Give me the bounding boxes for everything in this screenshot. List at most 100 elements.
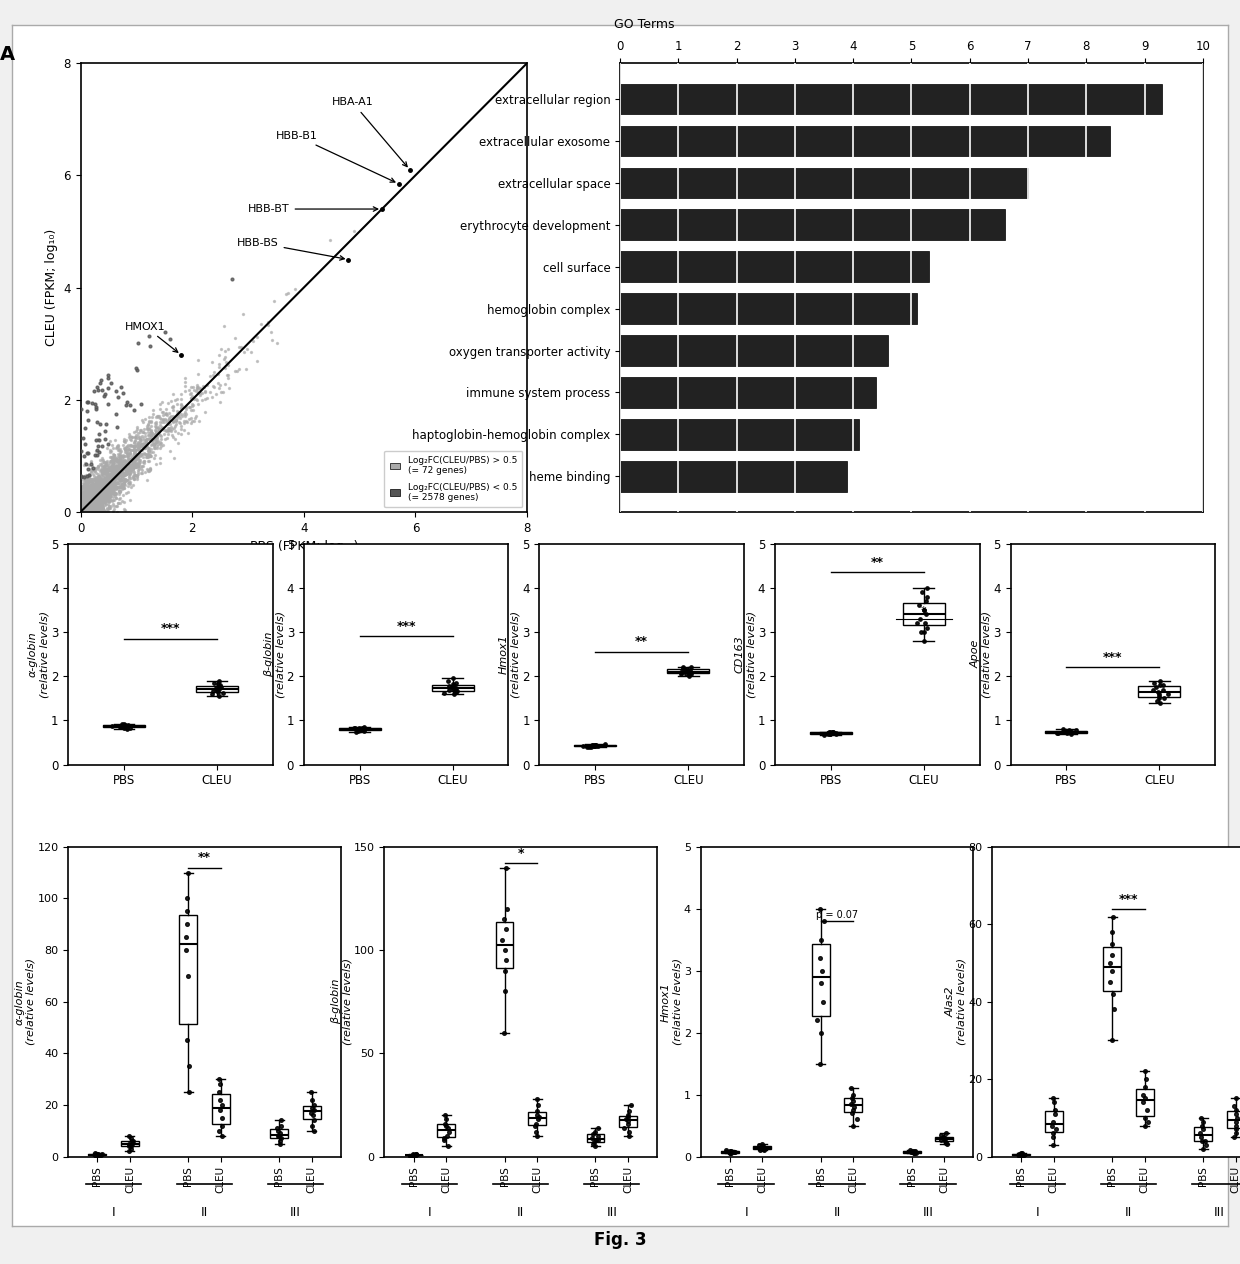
Point bbox=[94, 489, 114, 509]
Point bbox=[78, 442, 98, 463]
Point bbox=[74, 502, 94, 522]
Point bbox=[108, 466, 128, 487]
Point bbox=[130, 440, 150, 460]
Point bbox=[79, 493, 99, 513]
Point bbox=[82, 477, 102, 497]
Point bbox=[84, 499, 104, 520]
Point bbox=[71, 398, 91, 418]
Point bbox=[87, 488, 107, 508]
Text: **: ** bbox=[198, 852, 211, 865]
Point bbox=[911, 622, 931, 642]
Point bbox=[84, 490, 104, 511]
Point bbox=[94, 466, 114, 487]
PathPatch shape bbox=[528, 1112, 546, 1125]
Point bbox=[1048, 723, 1068, 743]
Point bbox=[82, 474, 102, 494]
Point bbox=[83, 502, 103, 522]
Point bbox=[114, 451, 134, 471]
Point bbox=[77, 494, 97, 514]
Point bbox=[91, 475, 110, 495]
Point bbox=[88, 478, 108, 498]
Point bbox=[247, 326, 267, 346]
Point bbox=[717, 1140, 737, 1160]
Point bbox=[931, 1125, 951, 1145]
Point bbox=[141, 411, 161, 431]
Point bbox=[74, 488, 94, 508]
Point bbox=[74, 502, 94, 522]
Point bbox=[77, 502, 97, 522]
Point bbox=[1158, 684, 1178, 704]
Point bbox=[171, 394, 191, 415]
Point bbox=[76, 502, 95, 522]
Point bbox=[78, 484, 98, 504]
Point bbox=[671, 661, 691, 681]
Point bbox=[128, 422, 148, 442]
Point bbox=[118, 435, 138, 455]
Point bbox=[82, 492, 102, 512]
Point bbox=[583, 1127, 603, 1148]
Point bbox=[108, 493, 128, 513]
Point bbox=[72, 482, 92, 502]
Point bbox=[166, 410, 186, 430]
Point bbox=[677, 660, 697, 680]
Point bbox=[83, 494, 103, 514]
Point bbox=[94, 487, 114, 507]
Point bbox=[89, 479, 109, 499]
Point bbox=[79, 493, 99, 513]
Point bbox=[143, 425, 162, 445]
Point bbox=[81, 479, 100, 499]
Point bbox=[141, 422, 161, 442]
Point bbox=[117, 437, 136, 458]
Point bbox=[79, 502, 99, 522]
Point bbox=[141, 423, 161, 444]
Point bbox=[83, 492, 103, 512]
Point bbox=[78, 502, 98, 522]
Point bbox=[112, 461, 131, 482]
Point bbox=[79, 502, 99, 522]
Point bbox=[113, 463, 133, 483]
Point bbox=[94, 483, 114, 503]
Point bbox=[74, 493, 94, 513]
Point bbox=[122, 450, 141, 470]
Point bbox=[74, 488, 94, 508]
Point bbox=[110, 469, 130, 489]
Point bbox=[104, 474, 124, 494]
Point bbox=[150, 447, 170, 468]
PathPatch shape bbox=[667, 670, 709, 674]
Point bbox=[615, 1117, 635, 1138]
Point bbox=[122, 463, 141, 483]
Point bbox=[91, 502, 110, 522]
Point bbox=[83, 469, 103, 489]
Text: II: II bbox=[1125, 1206, 1132, 1218]
Point bbox=[160, 329, 180, 349]
Point bbox=[87, 488, 107, 508]
Y-axis label: β-globin
(relative levels): β-globin (relative levels) bbox=[331, 958, 352, 1045]
Point bbox=[165, 421, 185, 441]
Point bbox=[144, 399, 164, 420]
Point bbox=[73, 485, 93, 506]
Point bbox=[125, 455, 145, 475]
Point bbox=[136, 431, 156, 451]
Point bbox=[148, 417, 167, 437]
Point bbox=[117, 453, 136, 473]
Point bbox=[81, 487, 100, 507]
Point bbox=[92, 502, 112, 522]
Point bbox=[89, 498, 109, 518]
Point bbox=[74, 490, 94, 511]
Point bbox=[1043, 1124, 1063, 1144]
Point bbox=[105, 485, 125, 506]
Point bbox=[104, 449, 124, 469]
Point bbox=[73, 487, 93, 507]
Point bbox=[93, 488, 113, 508]
Point bbox=[102, 468, 122, 488]
Point bbox=[113, 460, 133, 480]
Point bbox=[303, 1090, 322, 1110]
Point bbox=[301, 1102, 321, 1122]
Point bbox=[87, 502, 107, 522]
Point bbox=[155, 412, 175, 432]
Point bbox=[159, 421, 179, 441]
Point bbox=[403, 1144, 423, 1164]
Point bbox=[74, 455, 94, 475]
Point bbox=[103, 466, 123, 487]
Point bbox=[135, 444, 155, 464]
